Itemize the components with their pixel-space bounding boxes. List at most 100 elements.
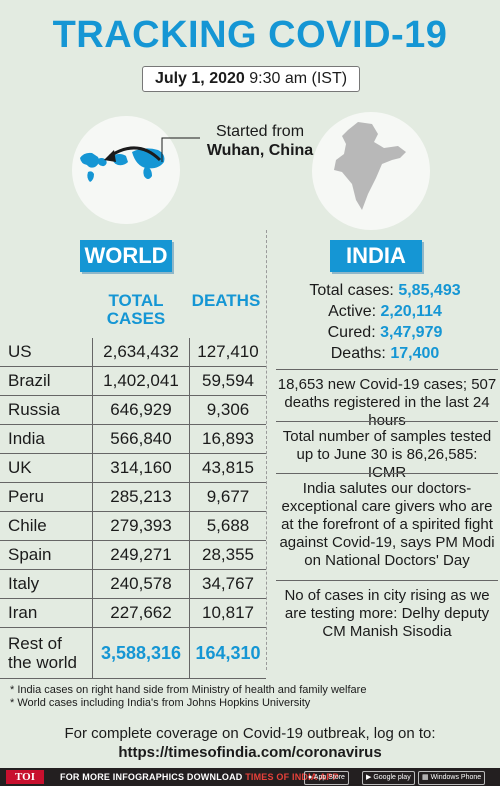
india-fact: 18,653 new Covid-19 cases; 507 deaths re… [276,369,498,430]
total-cases: 3,588,316 [92,627,190,679]
rest-line2: the world [8,653,77,672]
india-fact: No of cases in city rising as we are tes… [276,580,498,641]
table-row: Brazil 1,402,041 59,594 [0,366,266,396]
active-value: 2,20,114 [380,303,442,320]
country-name: India [0,424,93,454]
apple-icon: ● [308,774,313,781]
total-cases: 314,160 [92,453,190,483]
table-row: India 566,840 16,893 [0,424,266,454]
header-deaths: DEATHS [191,291,261,310]
deaths: 9,677 [189,482,266,512]
cured-label: Cured: [327,324,376,341]
total-cases: 227,662 [92,598,190,628]
india-deaths: Deaths: 17,400 [280,343,490,364]
deaths: 28,355 [189,540,266,570]
promo-label: FOR MORE INFOGRAPHICS DOWNLOAD [60,772,243,782]
table-row: Spain 249,271 28,355 [0,540,266,570]
table-row-rest: Rest of the world 3,588,316 164,310 [0,627,266,679]
india-map-icon [312,112,430,230]
date-day: July 1, 2020 [154,70,245,87]
cured-value: 3,47,979 [380,324,443,341]
total-cases: 240,578 [92,569,190,599]
table-row: Iran 227,662 10,817 [0,598,266,628]
deaths: 164,310 [189,627,266,679]
deaths: 16,893 [189,424,266,454]
play-icon: ▶ [366,774,372,781]
country-name: US [0,338,93,367]
deaths: 9,306 [189,395,266,425]
footnotes: * India cases on right hand side from Mi… [10,684,490,710]
country-name: Italy [0,569,93,599]
store-label: Google play [373,774,411,781]
india-fact: Total number of samples tested up to Jun… [276,421,498,482]
world-label: WORLD [80,240,172,272]
footer-bar: TOI FOR MORE INFOGRAPHICS DOWNLOAD TIMES… [0,768,500,786]
country-name: Chile [0,511,93,541]
page-title: TRACKING COVID-19 [52,14,448,56]
table-row: Russia 646,929 9,306 [0,395,266,425]
india-cured: Cured: 3,47,979 [280,322,490,343]
country-name: Brazil [0,366,93,396]
total-cases: 285,213 [92,482,190,512]
table-row: Chile 279,393 5,688 [0,511,266,541]
deaths: 43,815 [189,453,266,483]
store-label: App Store [313,774,345,781]
total-cases: 2,634,432 [92,338,190,367]
section-divider [266,230,267,670]
deaths-label: Deaths: [330,345,386,362]
pointer-line-icon [161,137,200,162]
promo-text: FOR MORE INFOGRAPHICS DOWNLOAD TIMES OF … [60,771,339,783]
active-label: Active: [328,303,377,320]
coverage-note: For complete coverage on Covid-19 outbre… [0,724,500,762]
origin-note: Started from Wuhan, China [200,122,320,160]
windows-phone-badge[interactable]: ▦ Windows Phone [418,771,486,785]
country-name: UK [0,453,93,483]
deaths: 127,410 [189,338,266,367]
store-label: Windows Phone [430,774,482,781]
country-name: Peru [0,482,93,512]
country-name: Russia [0,395,93,425]
footnote: * India cases on right hand side from Mi… [10,684,367,696]
origin-city: Wuhan, China [206,142,314,159]
total-cases: 1,402,041 [92,366,190,396]
header-total-cases: TOTAL CASES [106,291,166,328]
country-name: Spain [0,540,93,570]
app-store-badge[interactable]: ● App Store [304,771,349,785]
table-row: UK 314,160 43,815 [0,453,266,483]
total-label: Total cases: [309,282,394,299]
table-row: US 2,634,432 127,410 [0,338,266,367]
toi-logo: TOI [6,770,44,784]
total-value: 5,85,493 [398,282,461,299]
india-active: Active: 2,20,114 [280,301,490,322]
total-cases: 646,929 [92,395,190,425]
total-cases: 249,271 [92,540,190,570]
spread-arrow-icon [104,146,162,162]
coverage-text: For complete coverage on Covid-19 outbre… [64,725,436,742]
date-time: 9:30 am (IST) [249,70,348,87]
india-total: Total cases: 5,85,493 [280,280,490,301]
country-name: Rest of the world [0,627,93,679]
table-row: Peru 285,213 9,677 [0,482,266,512]
deaths: 5,688 [189,511,266,541]
deaths-value: 17,400 [390,345,440,362]
windows-icon: ▦ [422,774,429,781]
deaths: 34,767 [189,569,266,599]
app-name: TIMES OF INDIA APP [245,772,339,782]
deaths: 59,594 [189,366,266,396]
world-table: US 2,634,432 127,410 Brazil 1,402,041 59,594… [0,338,266,679]
india-stats: Total cases: 5,85,493 Active: 2,20,114 C… [280,280,490,364]
google-play-badge[interactable]: ▶ Google play [362,771,415,785]
country-name: Iran [0,598,93,628]
coverage-link[interactable]: https://timesofindia.com/coronavirus [118,744,382,761]
india-fact: India salutes our doctors- exceptional c… [276,473,498,570]
total-cases: 279,393 [92,511,190,541]
world-map-icon [72,116,180,224]
deaths: 10,817 [189,598,266,628]
rest-line1: Rest of [8,634,62,653]
table-row: Italy 240,578 34,767 [0,569,266,599]
footnote: * World cases including India's from Joh… [10,697,311,709]
date-box: July 1, 2020 9:30 am (IST) [142,66,360,92]
india-label: INDIA [330,240,422,272]
total-cases: 566,840 [92,424,190,454]
origin-line1: Started from [215,123,305,140]
